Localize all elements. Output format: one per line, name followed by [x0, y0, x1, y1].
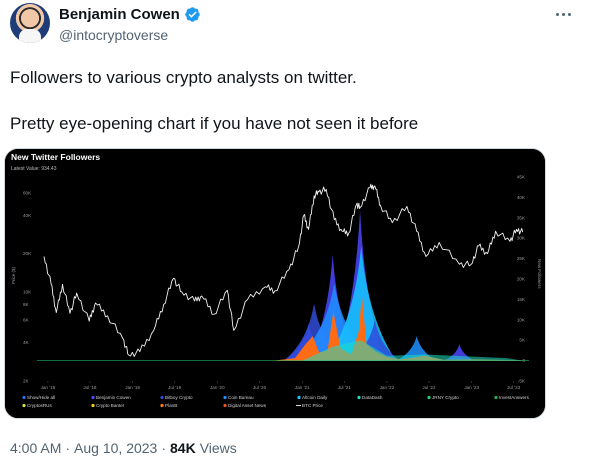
y-left-tick-label: 40K: [23, 213, 32, 218]
tweet-media-chart[interactable]: New Twitter Followers Latest Value: 934.…: [4, 148, 546, 419]
x-tick-label: Jan '22: [380, 385, 395, 390]
avatar[interactable]: [10, 3, 50, 43]
legend-label: Show/Hide all: [27, 395, 55, 400]
y-right-tick-label: 5K: [519, 338, 526, 343]
x-tick-label: Jan '19: [125, 385, 140, 390]
views-count: 84K: [170, 440, 196, 456]
y-right-tick-label: 10K: [517, 317, 526, 322]
y-right-label: New Followers: [537, 259, 542, 289]
y-left-tick-label: 8K: [23, 302, 30, 307]
y-right-tick-label: 40K: [517, 195, 526, 200]
x-tick-label: Jul '23: [507, 385, 521, 390]
x-tick-label: Jan '21: [295, 385, 310, 390]
legend-label: Coin Bureau: [228, 395, 254, 400]
views-label: Views: [199, 440, 237, 456]
author-name[interactable]: Benjamin Cowen: [59, 6, 180, 23]
chart-title: New Twitter Followers: [11, 152, 100, 162]
y-right-tick-label: 30K: [517, 236, 526, 241]
legend-label: InvestAnswers: [499, 395, 530, 400]
y-right-tick-label: 25K: [517, 256, 526, 261]
legend-label: Altcoin Daily: [302, 395, 328, 400]
y-left-label: Price ($): [11, 266, 16, 284]
follower-burst: [396, 336, 437, 361]
verified-badge-icon: [185, 7, 200, 22]
legend-swatch: [160, 395, 164, 400]
author-handle[interactable]: @intocryptoverse: [59, 27, 169, 43]
y-right-tick-label: 35K: [517, 215, 526, 220]
chart-background: [5, 149, 545, 418]
x-tick-label: Jul '21: [338, 385, 352, 390]
follower-area-teal: [302, 340, 523, 361]
follower-area-orange: [273, 295, 523, 361]
more-options-icon[interactable]: [552, 8, 574, 20]
y-right-tick-label: 45K: [517, 175, 526, 180]
x-tick-label: Jan '23: [464, 385, 479, 390]
legend-swatch: [22, 403, 26, 408]
y-left-tick-label: 10K: [23, 289, 32, 294]
legend-label: DataDash: [362, 395, 383, 400]
tweet-meta: 4:00 AM · Aug 10, 2023 · 84K Views: [10, 440, 237, 456]
y-right-tick-label: 20K: [517, 277, 526, 282]
legend-swatch: [91, 395, 95, 400]
y-left-tick-label: 60K: [23, 190, 32, 195]
legend-swatch: [357, 395, 361, 400]
tweet-text-line: Pretty eye-opening chart if you have not…: [10, 114, 419, 133]
tweet-text: Followers to various crypto analysts on …: [10, 66, 580, 158]
tweet-text-line: Followers to various crypto analysts on …: [10, 68, 357, 87]
legend-swatch: [494, 395, 498, 400]
legend-swatch: [223, 395, 227, 400]
x-tick-label: Jul '19: [168, 385, 182, 390]
legend-swatch: [297, 395, 301, 400]
tweet-time[interactable]: 4:00 AM: [10, 440, 62, 456]
legend-label: PlanB: [165, 403, 177, 408]
chart-subtitle: Latest Value: 934.43: [11, 166, 57, 172]
legend-label: BTC Price: [302, 403, 323, 408]
meta-separator: ·: [65, 440, 71, 456]
x-tick-label: Jul '20: [253, 385, 267, 390]
y-right-tick-label: 15K: [517, 297, 526, 302]
legend-swatch: [223, 403, 227, 408]
y-right-tick-label: -5K: [518, 379, 526, 384]
followers-chart: New Twitter Followers Latest Value: 934.…: [5, 149, 545, 418]
legend-label: Benjamin Cowen: [96, 395, 131, 400]
legend-label: JRNY Crypto: [432, 395, 459, 400]
legend-swatch: [160, 403, 164, 408]
legend-swatch: [91, 403, 95, 408]
tweet-date[interactable]: Aug 10, 2023: [74, 440, 158, 456]
btc-price-line: [43, 183, 524, 357]
x-tick-label: Jan '18: [41, 385, 56, 390]
x-tick-label: Jan '20: [210, 385, 225, 390]
y-left-tick-label: 6K: [23, 318, 30, 323]
x-tick-label: Jul '18: [83, 385, 97, 390]
meta-separator: ·: [161, 440, 167, 456]
legend-label: Crypto Banter: [96, 403, 125, 408]
legend-label: Bitboy Crypto: [165, 395, 193, 400]
legend-label: CryptosRUs: [27, 403, 52, 408]
y-left-tick-label: 2K: [23, 379, 30, 384]
legend-label: Digital Asset News: [228, 403, 267, 408]
legend-swatch: [22, 395, 26, 400]
x-tick-label: Jul '22: [422, 385, 436, 390]
author-row: Benjamin Cowen: [59, 6, 201, 23]
legend-swatch: [427, 395, 431, 400]
y-left-tick-label: 20K: [23, 251, 32, 256]
y-left-tick-label: 4K: [23, 340, 30, 345]
